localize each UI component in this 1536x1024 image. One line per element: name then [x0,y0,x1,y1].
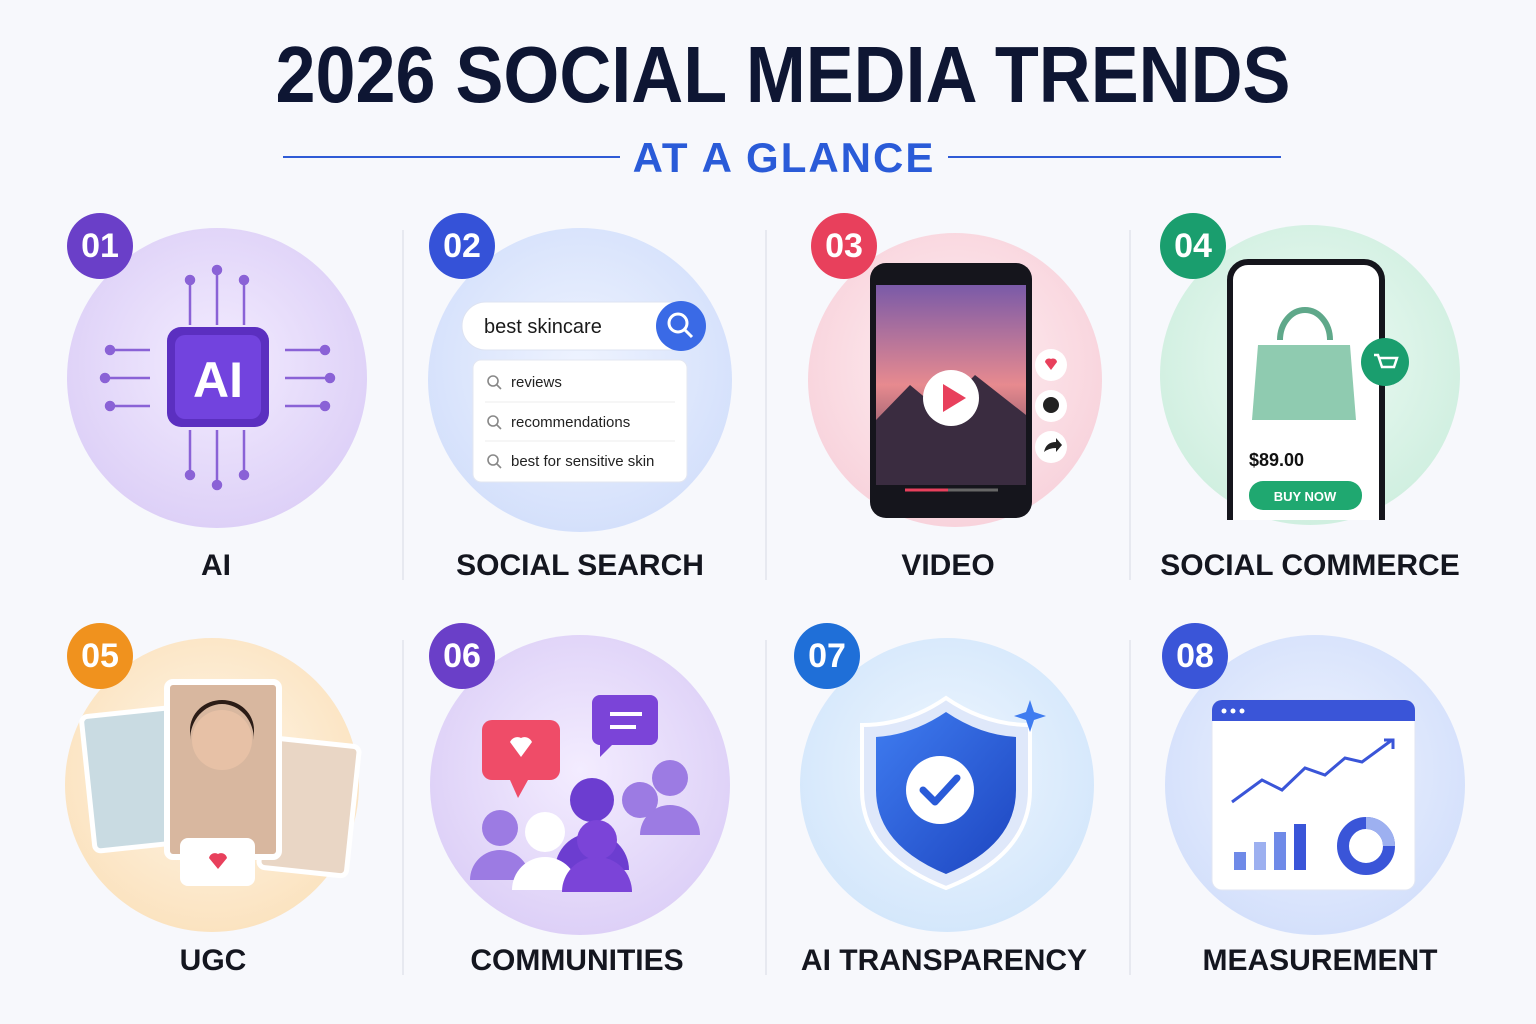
search-suggestion: best for sensitive skin [511,453,654,470]
trend-label: COMMUNITIES [470,944,683,977]
trend-card: best skincare reviews recommendations be… [428,213,732,582]
badge-number: 07 [808,637,846,675]
badge-number: 05 [81,637,119,675]
badge-number: 08 [1176,637,1214,675]
badge-number: 02 [443,227,481,265]
trend-card: 06 COMMUNITIES [429,623,730,977]
trend-label: VIDEO [901,549,994,582]
badge-number: 03 [825,227,863,265]
title: 2026 SOCIAL MEDIA TRENDS [276,30,1291,119]
search-suggestion: reviews [511,374,562,391]
trend-card: AI 01 AI [67,213,367,582]
trend-label: AI [201,549,231,582]
dividers [402,230,1131,975]
price: $89.00 [1249,450,1304,470]
trend-label: AI TRANSPARENCY [801,944,1087,977]
trend-label: MEASUREMENT [1202,944,1437,977]
trend-label: SOCIAL COMMERCE [1160,549,1459,582]
trend-card: 08 MEASUREMENT [1162,623,1465,977]
trend-card: 03 VIDEO [808,213,1102,582]
trend-label: SOCIAL SEARCH [456,549,704,582]
search-suggestion: recommendations [511,414,630,431]
badge-number: 06 [443,637,481,675]
badge-number: 04 [1174,227,1212,265]
trend-card: 05 UGC [65,623,362,977]
ai-chip-text: AI [193,352,243,408]
buy-button: BUY NOW [1274,489,1337,504]
trend-card: $89.00 BUY NOW 04 SOCIAL COMMERCE [1160,213,1460,582]
subtitle: AT A GLANCE [633,134,936,181]
badge-number: 01 [81,227,119,265]
trend-card: 07 AI TRANSPARENCY [794,623,1094,977]
search-query: best skincare [484,316,602,338]
trend-label: UGC [180,944,247,977]
